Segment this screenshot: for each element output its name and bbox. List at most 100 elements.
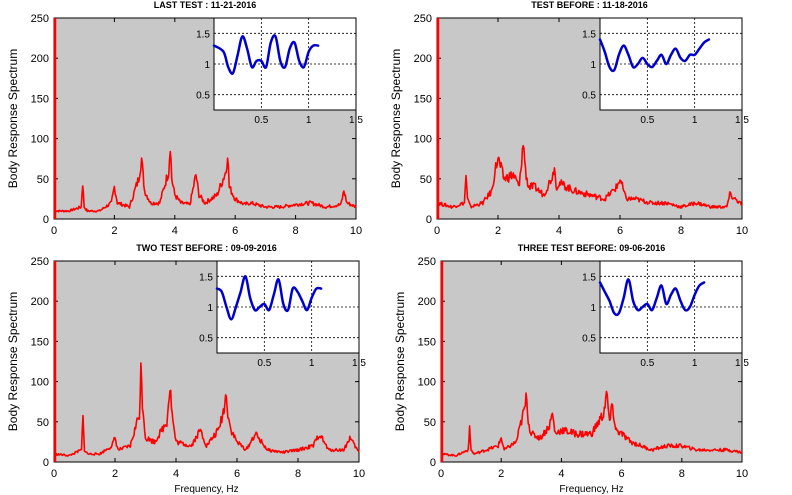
x-tick-label: 8	[293, 225, 299, 237]
x-tick-label: 4	[173, 468, 179, 480]
y-tick-label: 150	[31, 336, 49, 348]
spectrum-series-line	[53, 150, 357, 213]
y-tick-label: 0	[430, 457, 436, 469]
x-tick-label: 2	[498, 468, 504, 480]
spectrum-series-line	[440, 390, 743, 457]
x-tick-label: 0	[434, 225, 440, 237]
inset-x-tick-label: 1.5	[349, 115, 363, 126]
inset-series-line	[598, 38, 711, 73]
y-tick-label: 0	[426, 214, 432, 226]
x-tick-label: 8	[678, 225, 684, 237]
inset-y-tick-label: 0.5	[582, 334, 596, 345]
inset-y-tick-label: 1.5	[582, 272, 596, 283]
y-tick-label: 50	[424, 417, 436, 429]
inset-y-tick-label: 0.5	[196, 91, 210, 102]
y-tick-label: 0	[43, 214, 49, 226]
x-tick-label: 4	[556, 225, 562, 237]
x-tick-label: 2	[111, 225, 117, 237]
inset-x-tick-label: 0.5	[640, 358, 654, 369]
y-tick-label: 200	[414, 53, 432, 65]
inset-x-tick-label: 1	[309, 358, 315, 369]
x-tick-label: 2	[495, 225, 501, 237]
chart-title: LAST TEST : 11-21-2016	[154, 0, 257, 10]
inset-x-tick-label: 1.5	[352, 358, 366, 369]
y-tick-label: 200	[418, 296, 436, 308]
inset-chart: 0.5 1 1.5 0.5 1 1.5	[196, 17, 363, 126]
x-tick-label: 10	[353, 468, 365, 480]
y-tick-label: 100	[31, 377, 49, 389]
inset-x-tick-label: 0.5	[254, 115, 268, 126]
y-tick-label: 100	[414, 134, 432, 146]
x-tick-label: 8	[295, 468, 301, 480]
y-tick-label: 100	[31, 134, 49, 146]
inset-plot-area	[599, 17, 743, 111]
chart-title: TEST BEFORE : 11-18-2016	[531, 0, 648, 10]
x-tick-label: 10	[736, 468, 748, 480]
inset-x-tick-label: 1	[692, 115, 698, 126]
y-tick-label: 50	[37, 174, 49, 186]
y-tick-label: 100	[418, 377, 436, 389]
y-tick-label: 200	[31, 53, 49, 65]
y-tick-label: 150	[418, 336, 436, 348]
y-tick-label: 250	[414, 13, 432, 25]
inset-chart: 0.5 1 1.5 0.5 1 1.5	[582, 17, 749, 126]
inset-x-tick-label: 0.5	[640, 115, 654, 126]
x-tick-label: 6	[619, 468, 625, 480]
inset-x-tick-label: 1.5	[735, 358, 749, 369]
y-axis-label: Body Response Spectrum	[393, 292, 407, 431]
chart-panel-1: LAST TEST : 11-21-2016 Body Response Spec…	[6, 0, 363, 237]
inset-y-tick-label: 1	[590, 303, 596, 314]
x-tick-label: 6	[234, 468, 240, 480]
x-tick-label: 4	[172, 225, 178, 237]
x-tick-label: 4	[558, 468, 564, 480]
spectrum-series-line	[436, 144, 743, 209]
y-tick-label: 250	[31, 13, 49, 25]
y-tick-label: 250	[31, 256, 49, 268]
chart-panel-2: TEST BEFORE : 11-18-2016 Body Response Sp…	[389, 0, 749, 237]
x-tick-label: 0	[51, 468, 57, 480]
inset-y-tick-label: 1	[590, 60, 596, 71]
inset-chart: 0.5 1 1.5 0.5 1 1.5	[199, 260, 366, 369]
chart-title: TWO TEST BEFORE : 09-09-2016	[136, 243, 277, 253]
y-tick-label: 150	[414, 93, 432, 105]
x-tick-label: 10	[350, 225, 362, 237]
y-axis-label: Body Response Spectrum	[6, 292, 20, 431]
y-tick-label: 50	[420, 174, 432, 186]
chart-panel-4: THREE TEST BEFORE: 09-06-2016 Body Respon…	[393, 243, 749, 495]
x-tick-label: 6	[617, 225, 623, 237]
x-tick-label: 8	[679, 468, 685, 480]
inset-chart: 0.5 1 1.5 0.5 1 1.5	[582, 260, 749, 369]
inset-y-tick-label: 1	[204, 60, 210, 71]
inset-y-tick-label: 1.5	[196, 29, 210, 40]
inset-y-tick-label: 0.5	[582, 91, 596, 102]
inset-x-tick-label: 1	[692, 358, 698, 369]
y-tick-label: 150	[31, 93, 49, 105]
inset-x-tick-label: 0.5	[257, 358, 271, 369]
x-axis-label: Frequency, Hz	[174, 484, 238, 495]
y-tick-label: 200	[31, 296, 49, 308]
spectrum-series-line	[53, 362, 360, 457]
y-tick-label: 250	[418, 256, 436, 268]
inset-series-line	[215, 275, 323, 321]
x-tick-label: 10	[736, 225, 748, 237]
inset-y-tick-label: 1	[207, 303, 213, 314]
inset-series-line	[598, 278, 706, 317]
y-axis-label: Body Response Spectrum	[389, 49, 403, 188]
inset-x-tick-label: 1.5	[735, 115, 749, 126]
inset-y-tick-label: 1.5	[199, 272, 213, 283]
inset-x-tick-label: 1	[306, 115, 312, 126]
y-tick-label: 50	[37, 417, 49, 429]
inset-y-tick-label: 0.5	[199, 334, 213, 345]
y-tick-label: 0	[43, 457, 49, 469]
x-tick-label: 0	[51, 225, 57, 237]
chart-title: THREE TEST BEFORE: 09-06-2016	[518, 243, 666, 253]
inset-plot-area	[599, 260, 743, 354]
x-tick-label: 0	[438, 468, 444, 480]
chart-panel-3: TWO TEST BEFORE : 09-09-2016 Body Respons…	[6, 243, 366, 495]
inset-series-line	[212, 34, 320, 75]
x-tick-label: 6	[232, 225, 238, 237]
x-tick-label: 2	[112, 468, 118, 480]
x-axis-label: Frequency, Hz	[559, 484, 623, 495]
y-axis-label: Body Response Spectrum	[6, 49, 20, 188]
